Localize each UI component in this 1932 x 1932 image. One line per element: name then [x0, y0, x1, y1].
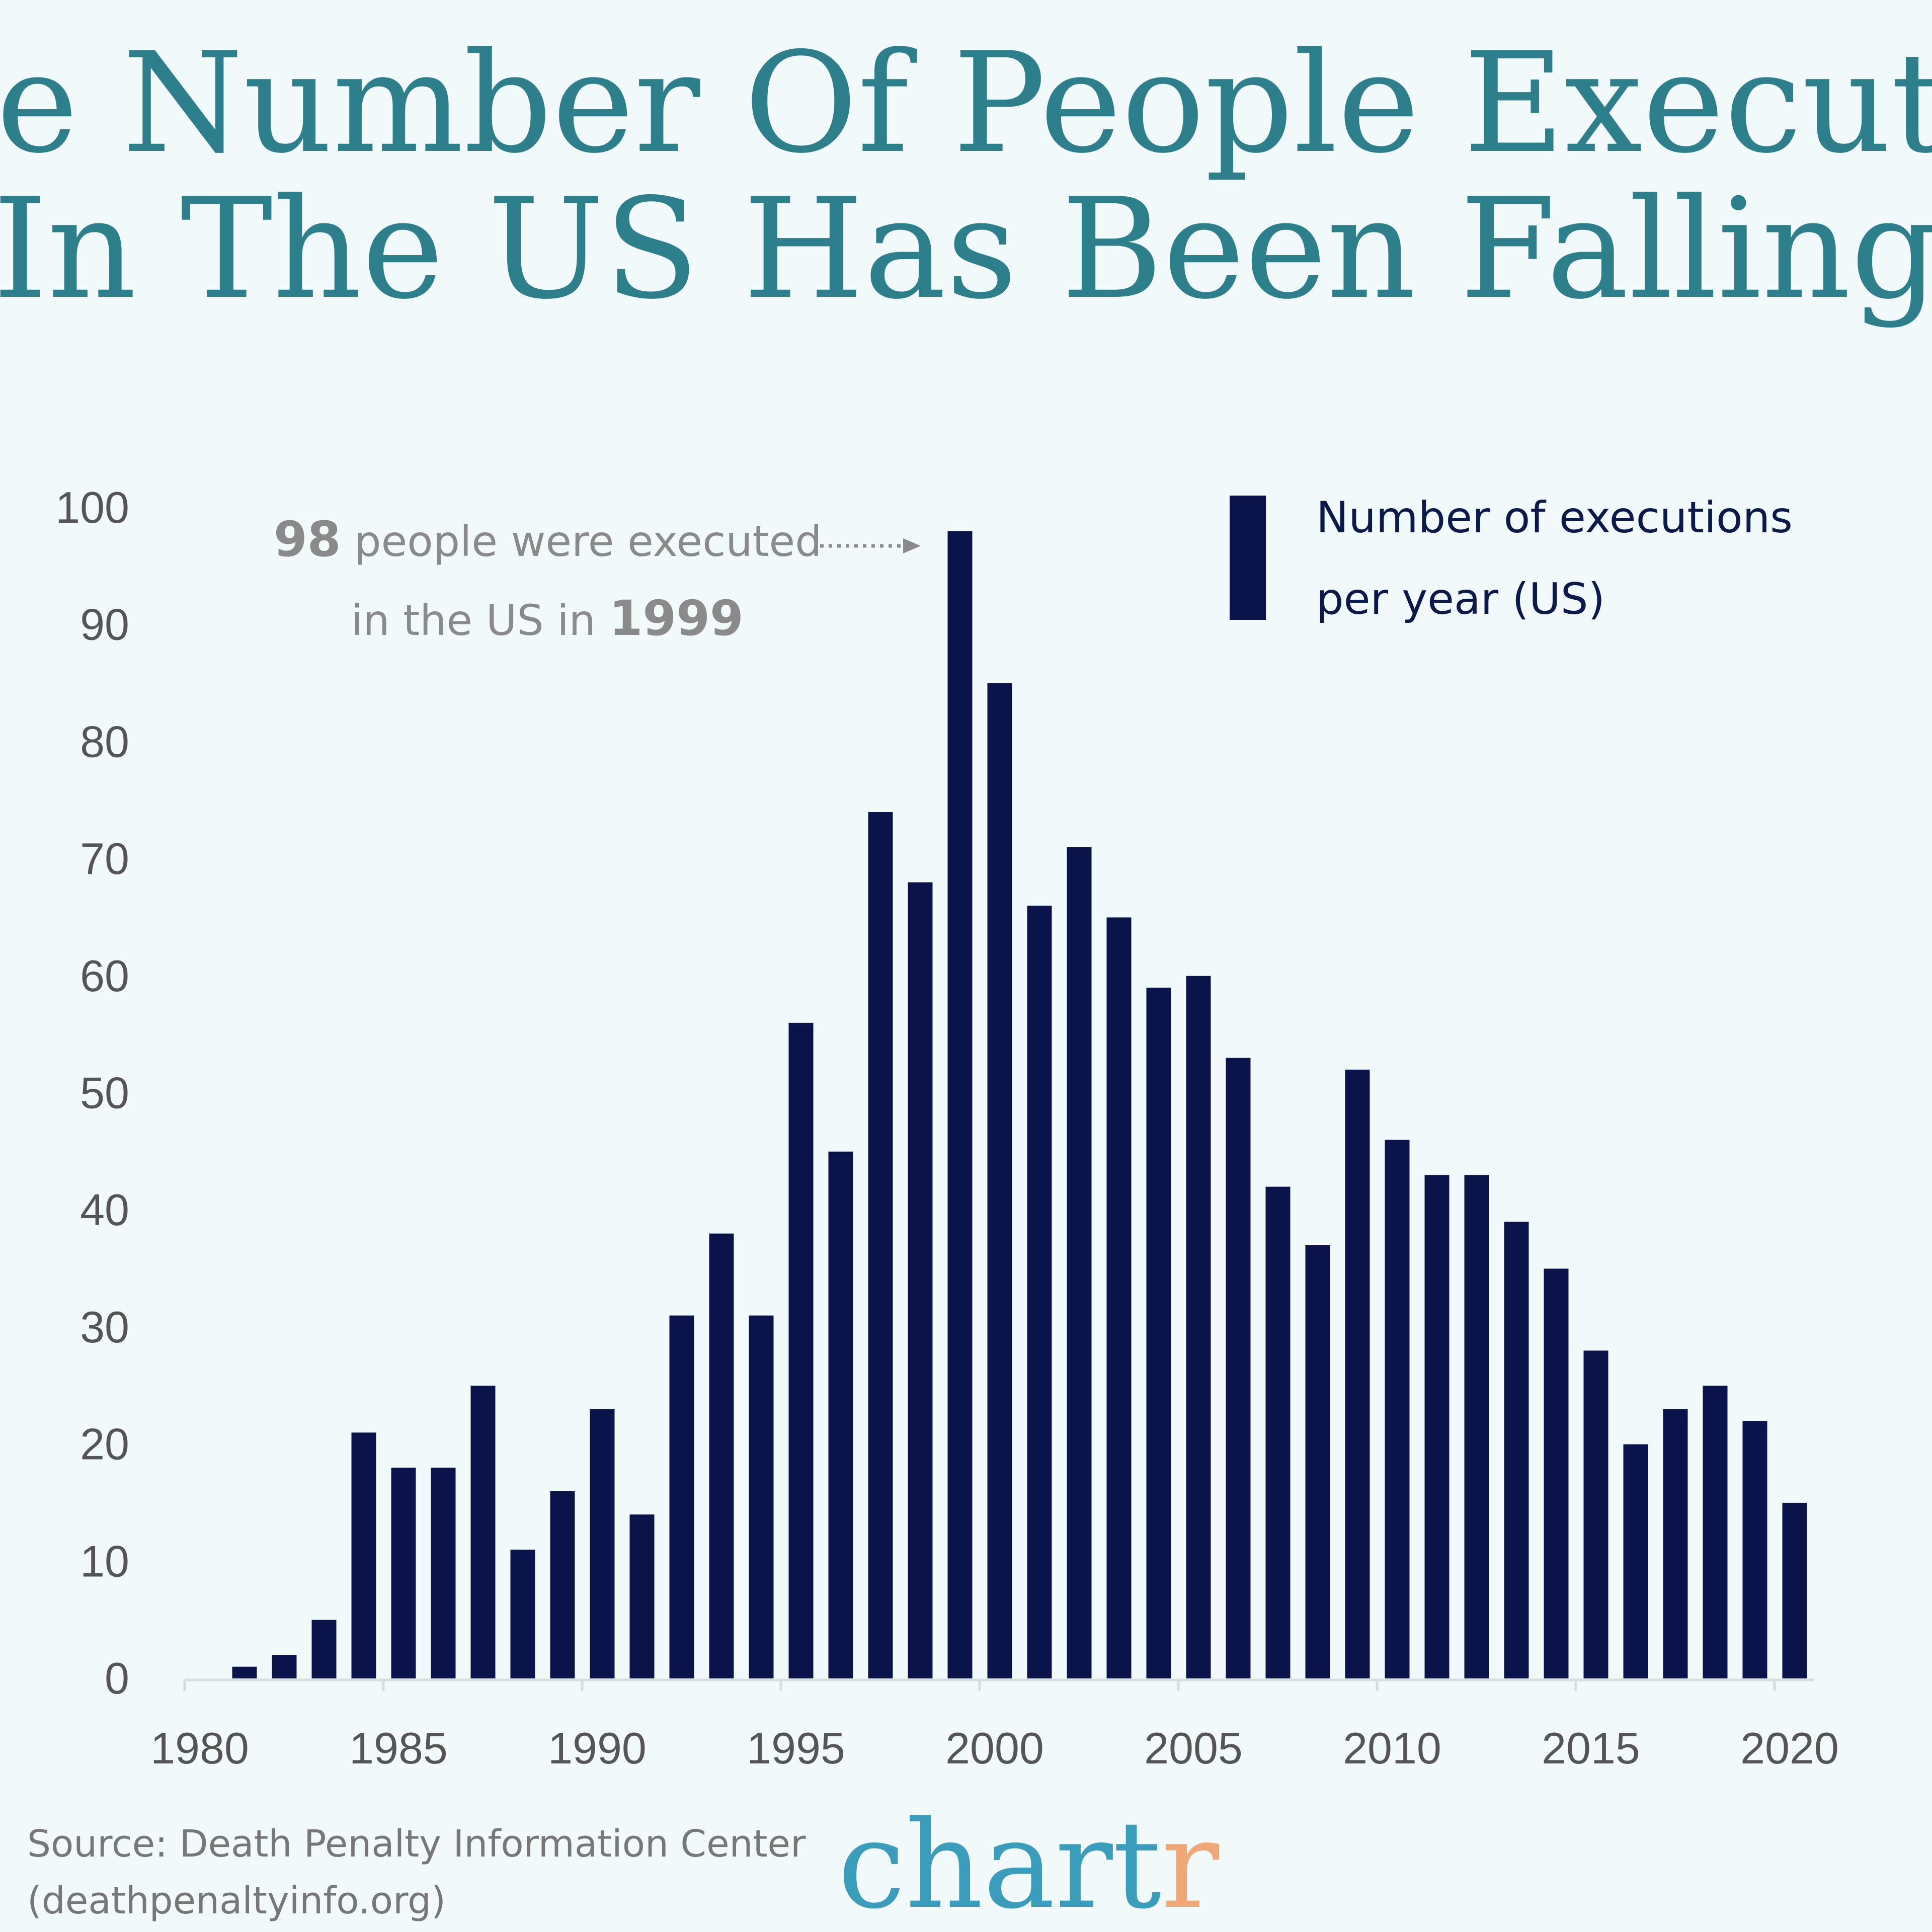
- bar-1993: [709, 1233, 734, 1678]
- bar-1989: [550, 1491, 575, 1678]
- annotation-text-2: in the US in: [351, 596, 596, 645]
- bar-2016: [1623, 1444, 1648, 1678]
- bar-2019: [1742, 1421, 1767, 1678]
- chartr-logo: chartr: [838, 1795, 1219, 1932]
- y-tick-label: 0: [105, 1653, 129, 1703]
- bar-1995: [788, 1022, 814, 1678]
- bar-2015: [1583, 1350, 1608, 1678]
- bar-1984: [351, 1432, 376, 1678]
- bar-2010: [1385, 1140, 1410, 1678]
- bar-1983: [311, 1620, 337, 1678]
- x-tick-label: 2015: [1542, 1723, 1640, 1773]
- y-tick-label: 70: [80, 834, 129, 883]
- bar-2002: [1067, 847, 1092, 1678]
- bar-2004: [1146, 988, 1171, 1678]
- bar-2011: [1424, 1175, 1450, 1678]
- bar-1996: [828, 1151, 853, 1678]
- bar-2014: [1544, 1268, 1569, 1678]
- y-tick-label: 40: [80, 1185, 129, 1235]
- y-tick-label: 10: [80, 1536, 129, 1586]
- y-tick-label: 90: [80, 600, 129, 650]
- annotation-line-2: in the US in 1999: [351, 590, 744, 647]
- x-tick-label: 1990: [548, 1723, 647, 1773]
- annotation-text: people were executed: [354, 517, 822, 566]
- bar-1988: [510, 1550, 535, 1678]
- y-axis: 0 10 20 30 40 50 60 70 80 90 100: [55, 482, 129, 1703]
- legend-swatch: [1230, 496, 1266, 620]
- x-tick-label: 1995: [747, 1723, 845, 1773]
- annotation-year: 1999: [609, 590, 744, 647]
- bar-1999: [947, 531, 973, 1678]
- y-tick-label: 50: [80, 1068, 129, 1118]
- x-tick-label: 2000: [945, 1723, 1044, 1773]
- annotation: 98 people were executed in the US in 199…: [274, 511, 921, 647]
- bar-1994: [749, 1315, 774, 1678]
- bar-2000: [987, 683, 1012, 1678]
- y-tick-label: 100: [55, 482, 129, 532]
- bar-1987: [470, 1386, 496, 1678]
- bar-2001: [1027, 906, 1052, 1678]
- legend-label-2: per year (US): [1316, 574, 1605, 624]
- bar-2008: [1305, 1245, 1330, 1678]
- bar-1982: [272, 1655, 297, 1678]
- bar-1981: [232, 1666, 257, 1678]
- bar-1986: [431, 1468, 456, 1678]
- bar-2005: [1186, 976, 1211, 1678]
- y-tick-label: 80: [80, 716, 129, 766]
- y-tick-label: 20: [80, 1419, 129, 1469]
- bar-2009: [1345, 1069, 1370, 1678]
- bars: [232, 531, 1807, 1678]
- title-line-2: In The US Has Been Falling: [0, 169, 1932, 330]
- x-tick-label: 2020: [1740, 1723, 1839, 1773]
- y-tick-label: 60: [80, 951, 129, 1001]
- bar-1997: [868, 812, 893, 1678]
- x-tick-label: 2005: [1144, 1723, 1243, 1773]
- bar-2020: [1782, 1502, 1807, 1678]
- x-tick-label: 2010: [1343, 1723, 1441, 1773]
- bar-1992: [669, 1315, 694, 1678]
- annotation-value: 98: [274, 511, 341, 568]
- title-line-1: The Number Of People Executed: [0, 23, 1932, 184]
- bar-2017: [1663, 1409, 1688, 1678]
- annotation-line-1: 98 people were executed: [274, 511, 822, 568]
- bar-2013: [1504, 1222, 1529, 1678]
- bar-1985: [391, 1468, 416, 1678]
- source-line-2: (deathpenaltyinfo.org): [27, 1879, 446, 1922]
- x-tick-label: 1985: [349, 1723, 448, 1773]
- bar-1990: [590, 1409, 615, 1678]
- y-tick-label: 30: [80, 1302, 129, 1352]
- legend-label-1: Number of executions: [1316, 493, 1793, 543]
- legend: Number of executions per year (US): [1230, 493, 1793, 624]
- bar-1998: [908, 882, 933, 1678]
- bar-2007: [1265, 1186, 1291, 1678]
- bar-1991: [629, 1514, 655, 1678]
- source-line-1: Source: Death Penalty Information Center: [27, 1822, 806, 1866]
- bar-2006: [1226, 1058, 1251, 1678]
- bar-2018: [1703, 1386, 1728, 1678]
- bar-2003: [1106, 917, 1132, 1678]
- arrow-head-icon: [903, 538, 921, 553]
- x-tick-label: 1980: [150, 1723, 249, 1773]
- x-axis: 1980 1985 1990 1995 2000 2005 2010 2015 2020: [150, 1678, 1839, 1773]
- bar-2012: [1464, 1175, 1489, 1678]
